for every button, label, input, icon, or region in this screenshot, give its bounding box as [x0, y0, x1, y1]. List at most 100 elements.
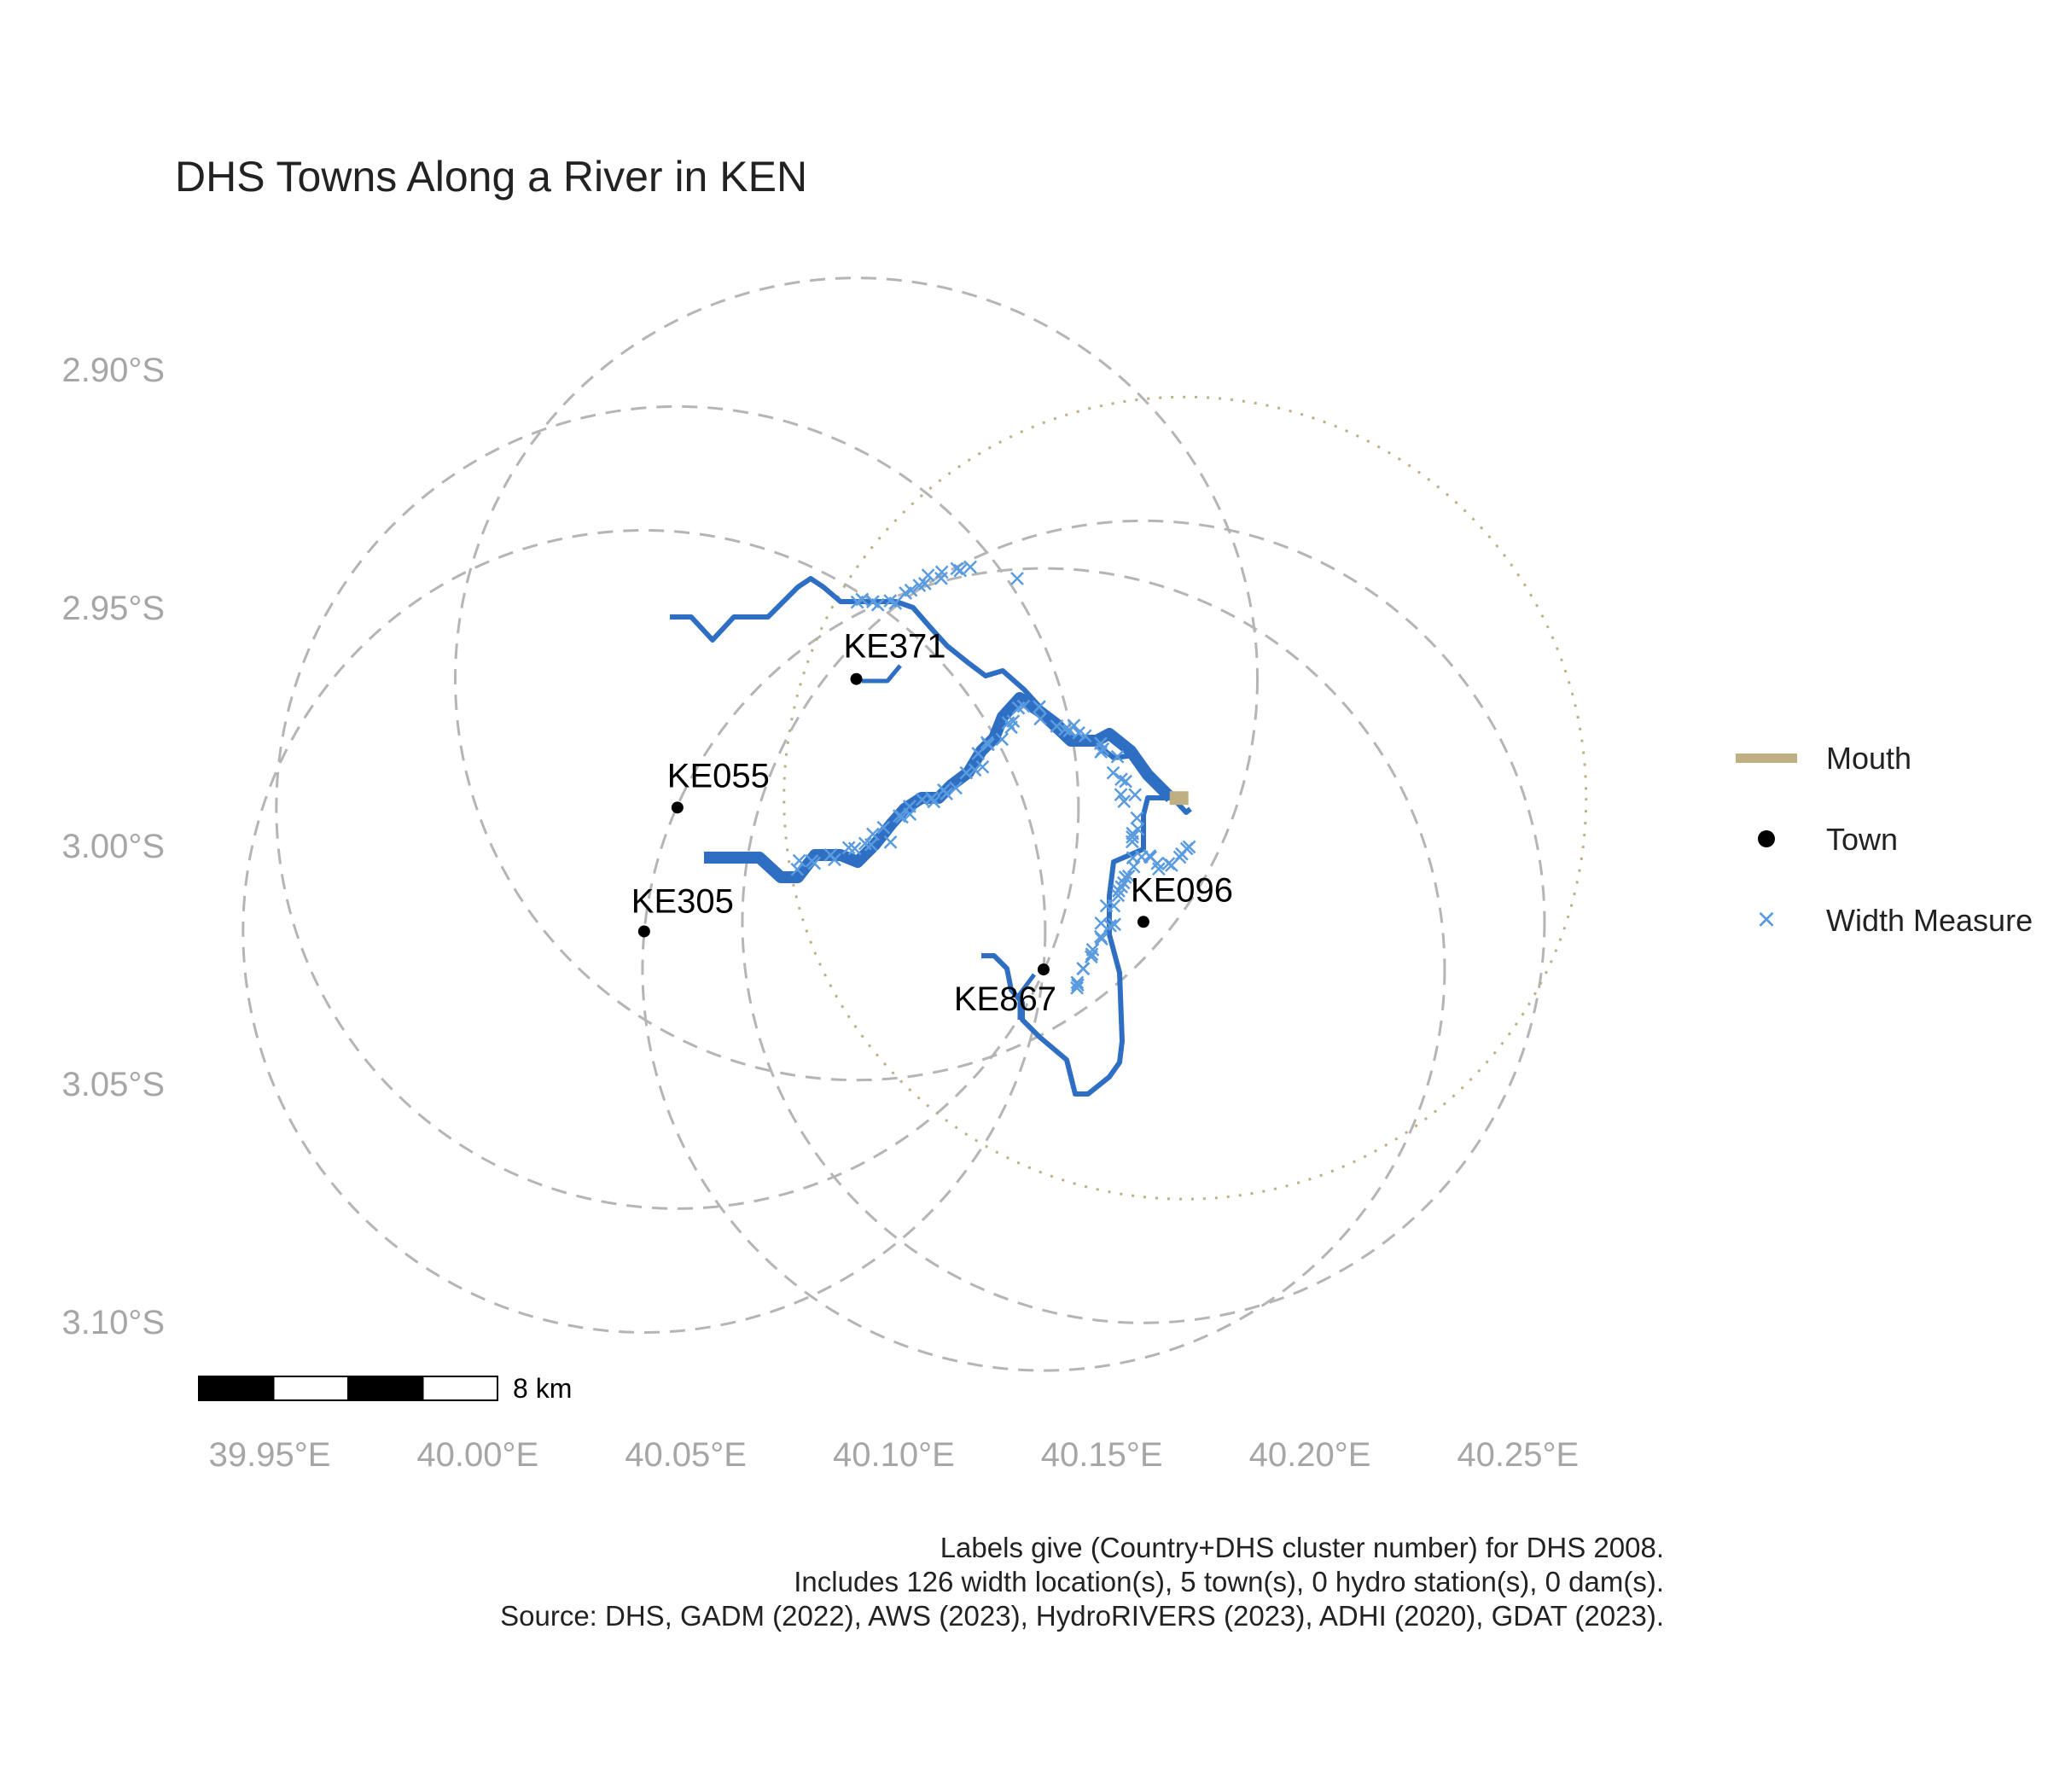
- width-measure-mark: [925, 791, 939, 806]
- width-measure-mark: [1096, 742, 1110, 756]
- width-measure-mark: [1130, 811, 1144, 825]
- width-measure-mark: [1125, 835, 1139, 849]
- scale-bar-segment: [347, 1376, 424, 1401]
- y-tick-label: 3.00°S: [61, 828, 165, 865]
- legend-key-width-measure: ×: [1732, 894, 1801, 945]
- buffer-circle: [241, 528, 1047, 1334]
- width-measure-mark: [975, 759, 990, 774]
- width-measure-mark: [1050, 719, 1064, 733]
- width-measure-mark: [1126, 830, 1139, 844]
- x-tick-label: 40.15°E: [1041, 1436, 1163, 1474]
- legend-item-width-measure: × Width Measure: [1732, 894, 2039, 975]
- width-measure-mark: [995, 732, 1009, 747]
- width-measure-mark: [1006, 714, 1021, 729]
- town-buffers: [241, 276, 1588, 1372]
- towns-layer: KE371 KE055 KE305 KE096 KE867: [631, 628, 1233, 1018]
- map-title: DHS Towns Along a River in KEN: [175, 153, 808, 201]
- width-measure-mark: [927, 794, 941, 809]
- town-marker: [850, 672, 863, 685]
- scale-bar-label: 8 km: [513, 1373, 572, 1404]
- width-measure-mark: [1110, 749, 1125, 764]
- width-measure-mark: [980, 736, 994, 750]
- legend-label-width-measure: Width Measure: [1826, 903, 2033, 938]
- caption: Labels give (Country+DHS cluster number)…: [500, 1531, 1664, 1633]
- town-marker: [1037, 963, 1050, 976]
- width-measure-mark: [1094, 932, 1108, 946]
- width-measure-mark: [1078, 729, 1092, 743]
- width-measure-mark: [828, 852, 841, 867]
- width-measure-mark: [792, 853, 806, 868]
- legend-key-mouth: [1732, 732, 1801, 783]
- cross-icon: ×: [1756, 902, 1777, 938]
- legend-key-town: [1732, 813, 1801, 864]
- width-measure-mark: [1085, 947, 1099, 962]
- x-tick-label: 40.20°E: [1249, 1436, 1371, 1474]
- width-measure-mark: [1071, 978, 1085, 992]
- width-measure-mark: [1076, 962, 1091, 976]
- legend-label-town: Town: [1826, 822, 1899, 857]
- width-measure-mark: [1067, 719, 1081, 733]
- legend-label-mouth: Mouth: [1826, 741, 1912, 776]
- width-measure-mark: [1033, 712, 1048, 726]
- y-tick-label: 2.90°S: [61, 352, 165, 389]
- y-tick-label: 3.05°S: [61, 1066, 165, 1103]
- width-measure-mark: [940, 787, 954, 801]
- caption-line: Labels give (Country+DHS cluster number)…: [940, 1532, 1664, 1563]
- width-measure-mark: [934, 565, 949, 579]
- scale-bar-segment: [272, 1376, 349, 1401]
- width-measure-mark: [1103, 918, 1117, 933]
- x-tick-label: 40.25°E: [1457, 1436, 1579, 1474]
- width-measure-mark: [864, 838, 878, 852]
- width-measure-mark: [1070, 980, 1084, 995]
- axis-labels: 2.90°S 2.95°S 3.00°S 3.05°S 3.10°S 39.95°E 40.…: [61, 352, 1579, 1474]
- width-measure-mark: [1094, 916, 1108, 930]
- width-measure-mark: [1099, 899, 1114, 913]
- width-measure-mark: [870, 597, 885, 612]
- width-measure-mark: [1106, 765, 1120, 780]
- width-measure-mark: [1111, 888, 1126, 903]
- scale-bar-segment: [422, 1376, 498, 1401]
- river-line: [1017, 973, 1037, 1020]
- width-measure-mark: [1114, 788, 1128, 802]
- buffer-circle: [641, 567, 1446, 1372]
- width-measure-mark: [949, 781, 963, 795]
- width-measure-mark: [963, 560, 977, 574]
- legend: Mouth Town × Width Measure: [1732, 732, 2039, 975]
- town-marker: [1137, 916, 1149, 928]
- mouth-swatch: [1736, 753, 1797, 763]
- width-measure-mark: [888, 596, 903, 610]
- x-tick-label: 40.05°E: [625, 1436, 747, 1474]
- width-measure-mark: [855, 592, 870, 607]
- width-measures: [790, 560, 1196, 995]
- y-tick-label: 3.10°S: [61, 1304, 165, 1341]
- town-label: KE867: [954, 980, 1056, 1018]
- width-measure-mark: [1119, 774, 1132, 788]
- width-measure-mark: [847, 841, 862, 856]
- caption-line: Source: DHS, GADM (2022), AWS (2023), Hy…: [500, 1600, 1664, 1632]
- width-measure-mark: [807, 856, 822, 870]
- width-measure-mark: [895, 810, 909, 824]
- x-tick-label: 40.10°E: [833, 1436, 955, 1474]
- width-measure-mark: [876, 820, 891, 835]
- width-measure-mark: [1112, 884, 1126, 898]
- width-measure-mark: [1010, 572, 1024, 585]
- river-mouth: [1169, 791, 1189, 806]
- width-measure-mark: [1126, 859, 1141, 874]
- town-label: KE096: [1131, 871, 1233, 909]
- x-tick-label: 40.00°E: [416, 1436, 538, 1474]
- buffer-circle: [275, 404, 1080, 1210]
- width-measure-mark: [1016, 699, 1031, 713]
- width-measure-mark: [1116, 876, 1131, 890]
- legend-item-town: Town: [1732, 813, 2039, 894]
- buffer-circle: [741, 519, 1546, 1324]
- town-marker: [637, 925, 650, 938]
- width-measure-mark: [1114, 772, 1128, 787]
- width-measure-mark: [1121, 869, 1136, 883]
- river-line: [670, 576, 1192, 815]
- legend-item-mouth: Mouth: [1732, 732, 2039, 813]
- width-measure-mark: [1058, 722, 1072, 736]
- mouth-buffer-circle: [783, 395, 1588, 1201]
- town-swatch: [1758, 830, 1775, 847]
